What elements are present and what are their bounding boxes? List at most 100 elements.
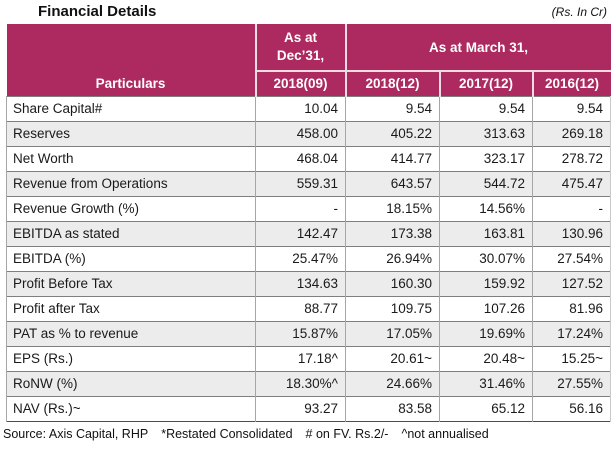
page-title: Financial Details xyxy=(38,3,157,20)
row-value: 31.46% xyxy=(439,371,533,396)
column-header-2018-09: 2018(09) xyxy=(254,71,346,96)
table-row: EBITDA (%) 25.47% 26.94% 30.07% 27.54% xyxy=(6,246,611,271)
row-value: 323.17 xyxy=(439,146,533,171)
row-value: 15.87% xyxy=(255,321,346,346)
row-value: 414.77 xyxy=(345,146,440,171)
row-value: 475.47 xyxy=(532,171,611,196)
row-value: 9.54 xyxy=(345,96,440,121)
row-value: 27.54% xyxy=(532,246,611,271)
row-value: 9.54 xyxy=(439,96,533,121)
table-row: RoNW (%) 18.30%^ 24.66% 31.46% 27.55% xyxy=(6,371,611,396)
row-value: 134.63 xyxy=(255,271,346,296)
row-label: PAT as % to revenue xyxy=(6,321,256,346)
row-value: 17.24% xyxy=(532,321,611,346)
row-value: 56.16 xyxy=(532,396,611,421)
header-year-row: 2018(09) 2018(12) 2017(12) 2016(12) xyxy=(7,71,611,96)
row-value: 93.27 xyxy=(255,396,346,421)
row-label: Share Capital# xyxy=(6,96,256,121)
row-label: Net Worth xyxy=(6,146,256,171)
row-value: 127.52 xyxy=(532,271,611,296)
table-row: EPS (Rs.) 17.18^ 20.61~ 20.48~ 15.25~ xyxy=(6,346,611,371)
row-label: Profit Before Tax xyxy=(6,271,256,296)
row-value: 468.04 xyxy=(255,146,346,171)
table-row: PAT as % to revenue 15.87% 17.05% 19.69% 17.… xyxy=(6,321,611,346)
row-value: 88.77 xyxy=(255,296,346,321)
row-value: 107.26 xyxy=(439,296,533,321)
column-header-particulars: Particulars xyxy=(6,24,256,96)
table-body: Share Capital# 10.04 9.54 9.54 9.54 Reserves 4… xyxy=(6,96,611,421)
row-value: 163.81 xyxy=(439,221,533,246)
row-value: 15.25~ xyxy=(532,346,611,371)
table-row: Revenue Growth (%) -18.15% 14.56% - xyxy=(6,196,611,221)
row-value: 27.55% xyxy=(532,371,611,396)
row-value: 643.57 xyxy=(345,171,440,196)
row-value: 559.31 xyxy=(255,171,346,196)
row-value: 19.69% xyxy=(439,321,533,346)
footnote-not-annualised: ^not annualised xyxy=(401,426,489,441)
table-row: Share Capital# 10.04 9.54 9.54 9.54 xyxy=(6,96,611,121)
row-value: 109.75 xyxy=(345,296,440,321)
header-group-row: Particulars As at Dec’31, As at March 31… xyxy=(6,24,611,96)
source-text: Source: Axis Capital, RHP xyxy=(3,426,149,441)
row-label: Profit after Tax xyxy=(6,296,256,321)
table-row: Net Worth 468.04 414.77 323.17 278.72 xyxy=(6,146,611,171)
row-value: 17.18^ xyxy=(255,346,346,371)
row-value: 81.96 xyxy=(532,296,611,321)
table-header: Particulars As at Dec’31, As at March 31… xyxy=(6,24,611,96)
table-row: Revenue from Operations 559.31 643.57 544.7… xyxy=(6,171,611,196)
row-label: RoNW (%) xyxy=(6,371,256,396)
row-value: 24.66% xyxy=(345,371,440,396)
row-value: 405.22 xyxy=(345,121,440,146)
row-value: 18.15% xyxy=(345,196,440,221)
row-value: 313.63 xyxy=(439,121,533,146)
row-value: 83.58 xyxy=(345,396,440,421)
row-label: EBITDA (%) xyxy=(6,246,256,271)
row-value: - xyxy=(532,196,611,221)
row-value: 9.54 xyxy=(532,96,611,121)
row-label: Revenue from Operations xyxy=(6,171,256,196)
row-value: 10.04 xyxy=(255,96,346,121)
footnote-face-value: # on FV. Rs.2/- xyxy=(305,426,389,441)
dec31-line1: As at xyxy=(283,30,317,46)
column-group-as-at-dec31: As at Dec’31, xyxy=(254,24,346,72)
row-value: 30.07% xyxy=(439,246,533,271)
row-value: 544.72 xyxy=(439,171,533,196)
table-row: EBITDA as stated 142.47 173.38 163.81 130.96 xyxy=(6,221,611,246)
column-header-2017-12: 2017(12) xyxy=(438,71,533,96)
table-row: Profit Before Tax 134.63 160.30 159.92 127.5… xyxy=(6,271,611,296)
table-row: Profit after Tax 88.77 109.75 107.26 81.96 xyxy=(6,296,611,321)
row-value: 142.47 xyxy=(255,221,346,246)
row-value: 130.96 xyxy=(532,221,611,246)
column-header-2018-12: 2018(12) xyxy=(344,71,440,96)
row-label: EBITDA as stated xyxy=(6,221,256,246)
row-label: NAV (Rs.)~ xyxy=(6,396,256,421)
row-value: 278.72 xyxy=(532,146,611,171)
row-value: 14.56% xyxy=(439,196,533,221)
row-value: 18.30%^ xyxy=(255,371,346,396)
source-note: Source: Axis Capital, RHP *Restated Conso… xyxy=(3,427,615,441)
row-value: 65.12 xyxy=(439,396,533,421)
row-value: 25.47% xyxy=(255,246,346,271)
row-value: 160.30 xyxy=(345,271,440,296)
row-label: Reserves xyxy=(6,121,256,146)
row-value: 458.00 xyxy=(255,121,346,146)
title-bar: Financial Details (Rs. In Cr) xyxy=(0,0,615,24)
footnote-restated: *Restated Consolidated xyxy=(161,426,293,441)
row-label: EPS (Rs.) xyxy=(6,346,256,371)
column-group-as-at-march31: As at March 31, xyxy=(344,24,611,72)
column-header-2016-12: 2016(12) xyxy=(531,71,611,96)
currency-unit-note: (Rs. In Cr) xyxy=(551,5,607,19)
row-value: 20.48~ xyxy=(439,346,533,371)
financial-details-table: Particulars As at Dec’31, As at March 31… xyxy=(6,24,611,422)
row-value: 159.92 xyxy=(439,271,533,296)
row-label: Revenue Growth (%) xyxy=(6,196,256,221)
dec31-line2: Dec’31, xyxy=(276,48,325,63)
row-value: 17.05% xyxy=(345,321,440,346)
row-value: 173.38 xyxy=(345,221,440,246)
row-value: 269.18 xyxy=(532,121,611,146)
row-value: 20.61~ xyxy=(345,346,440,371)
table-row: NAV (Rs.)~ 93.27 83.58 65.12 56.16 xyxy=(6,396,611,421)
row-value: - xyxy=(255,196,346,221)
table-row: Reserves 458.00 405.22 313.63 269.18 xyxy=(6,121,611,146)
